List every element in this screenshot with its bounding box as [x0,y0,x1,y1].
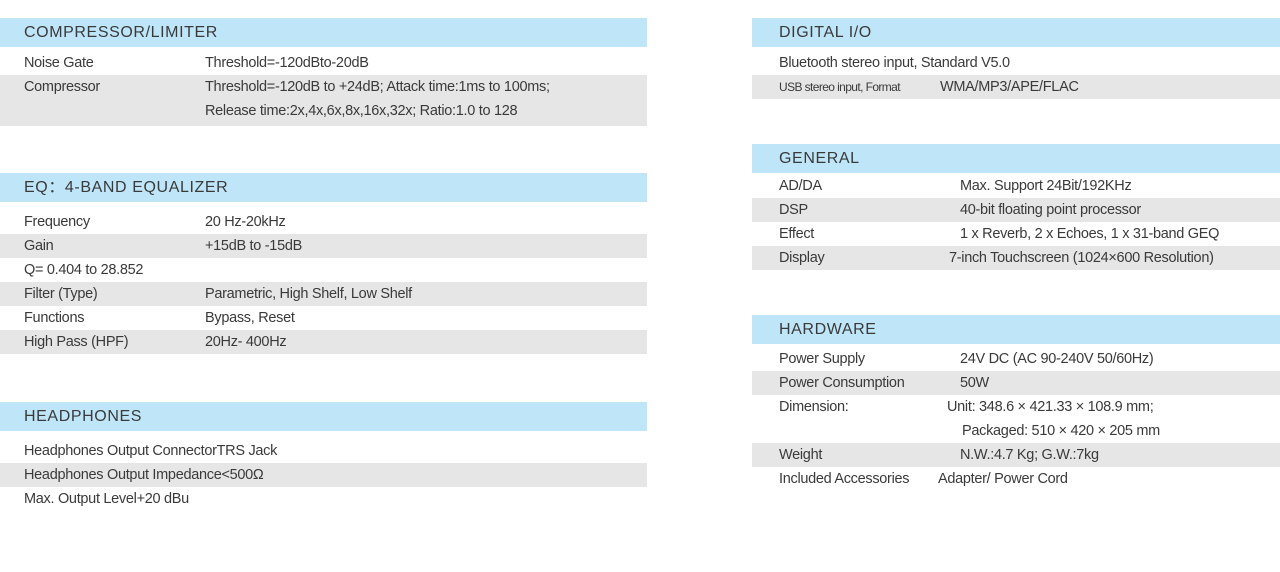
right-column: DIGITAL I/O Bluetooth stereo input, Stan… [752,18,1280,491]
spec-label: Power Consumption [779,375,905,391]
spec-row: Filter (Type) Parametric, High Shelf, Lo… [0,282,647,306]
spec-value: 20Hz- 400Hz [205,334,287,350]
spec-row: Gain +15dB to -15dB [0,234,647,258]
section-header: HARDWARE [752,315,1280,344]
section-compressor-limiter: COMPRESSOR/LIMITER Noise Gate Threshold=… [0,18,647,126]
spec-row: Effect 1 x Reverb, 2 x Echoes, 1 x 31-ba… [752,222,1280,246]
spec-label: Dimension: [779,399,849,415]
spec-row: Headphones Output Impedance<500Ω [0,463,647,487]
section-headphones: HEADPHONES Headphones Output ConnectorTR… [0,402,647,511]
section-general: GENERAL AD/DA Max. Support 24Bit/192KHz … [752,144,1280,270]
section-header: COMPRESSOR/LIMITER [0,18,647,47]
spec-row: Functions Bypass, Reset [0,306,647,330]
spec-value: Bypass, Reset [205,310,295,326]
spec-value: N.W.:4.7 Kg; G.W.:7kg [960,447,1099,463]
spec-label: AD/DA [779,178,822,194]
spec-label: Effect [779,226,815,242]
spec-row: Q= 0.404 to 28.852 [0,258,647,282]
section-header: GENERAL [752,144,1280,173]
spec-label: Compressor [24,79,100,95]
spec-value: Threshold=-120dB to +24dB; Attack time:1… [205,79,550,95]
spec-label: Weight [779,447,823,463]
spec-value: Parametric, High Shelf, Low Shelf [205,286,412,302]
spec-label: Frequency [24,214,90,230]
spec-value: WMA/MP3/APE/FLAC [940,79,1079,95]
spec-value: Release time:2x,4x,6x,8x,16x,32x; Ratio:… [205,103,518,119]
spec-row: Bluetooth stereo input, Standard V5.0 [752,51,1280,75]
section-header: DIGITAL I/O [752,18,1280,47]
spec-row: Power Consumption 50W [752,371,1280,395]
section-hardware: HARDWARE Power Supply 24V DC (AC 90-240V… [752,315,1280,491]
section-eq: EQ：4-BAND EQUALIZER Frequency 20 Hz-20kH… [0,173,647,354]
spec-row: Display 7-inch Touchscreen (1024×600 Res… [752,246,1280,270]
spec-label: Q= 0.404 to 28.852 [24,262,144,278]
spec-label: Headphones Output Impedance<500Ω [24,467,264,483]
spec-row: USB stereo input, Format WMA/MP3/APE/FLA… [752,75,1280,99]
spec-value: 7-inch Touchscreen (1024×600 Resolution) [949,250,1214,266]
spec-value: Threshold=-120dBto-20dB [205,55,369,71]
spec-row: Weight N.W.:4.7 Kg; G.W.:7kg [752,443,1280,467]
spec-row: Dimension: Unit: 348.6 × 421.33 × 108.9 … [752,395,1280,419]
spec-label: Noise Gate [24,55,94,71]
spec-label: USB stereo input, Format [779,80,901,94]
spec-label: Power Supply [779,351,865,367]
section-header: EQ：4-BAND EQUALIZER [0,173,647,202]
spec-value: 1 x Reverb, 2 x Echoes, 1 x 31-band GEQ [960,226,1220,242]
spec-row: Included Accessories Adapter/ Power Cord [752,467,1280,491]
spec-value: 24V DC (AC 90-240V 50/60Hz) [960,351,1154,367]
spec-label: Display [779,250,825,266]
spec-row: Packaged: 510 × 420 × 205 mm [752,419,1280,443]
spec-row: Frequency 20 Hz-20kHz [0,210,647,234]
spec-label: Max. Output Level+20 dBu [24,491,189,507]
spec-row: High Pass (HPF) 20Hz- 400Hz [0,330,647,354]
spec-label: Bluetooth stereo input, Standard V5.0 [779,55,1010,71]
spec-row: Release time:2x,4x,6x,8x,16x,32x; Ratio:… [0,99,647,126]
spec-label: Headphones Output ConnectorTRS Jack [24,443,278,459]
spec-label: Filter (Type) [24,286,98,302]
spec-row: Power Supply 24V DC (AC 90-240V 50/60Hz) [752,347,1280,371]
spec-value: Unit: 348.6 × 421.33 × 108.9 mm; [947,399,1154,415]
spec-row: Max. Output Level+20 dBu [0,487,647,511]
spec-value: +15dB to -15dB [205,238,302,254]
spec-row: AD/DA Max. Support 24Bit/192KHz [752,174,1280,198]
spec-label: Included Accessories [779,471,910,487]
spec-label: High Pass (HPF) [24,334,129,350]
spec-label: DSP [779,202,808,218]
spec-label: Functions [24,310,85,326]
spec-row: Headphones Output ConnectorTRS Jack [0,439,647,463]
section-digital-io: DIGITAL I/O Bluetooth stereo input, Stan… [752,18,1280,99]
spec-value: 50W [960,375,989,391]
spec-label: Gain [24,238,54,254]
left-column: COMPRESSOR/LIMITER Noise Gate Threshold=… [0,18,647,511]
spec-row: Compressor Threshold=-120dB to +24dB; At… [0,75,647,99]
spec-value: Max. Support 24Bit/192KHz [960,178,1132,194]
section-header: HEADPHONES [0,402,647,431]
spec-row: Noise Gate Threshold=-120dBto-20dB [0,51,647,75]
spec-value: Adapter/ Power Cord [938,471,1068,487]
spec-row: DSP 40-bit floating point processor [752,198,1280,222]
spec-value: 20 Hz-20kHz [205,214,286,230]
spec-value: 40-bit floating point processor [960,202,1141,218]
spec-value: Packaged: 510 × 420 × 205 mm [962,423,1160,439]
